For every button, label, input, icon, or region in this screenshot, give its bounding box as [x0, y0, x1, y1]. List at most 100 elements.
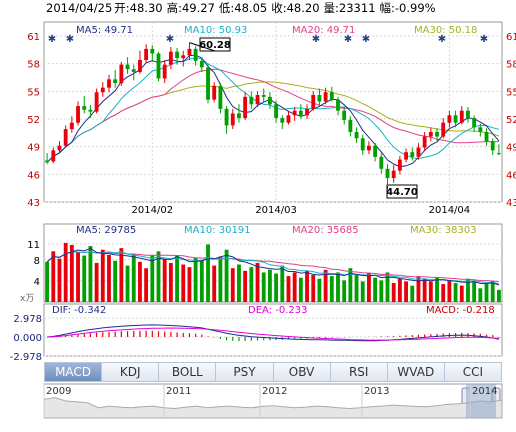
candle-body: [150, 48, 155, 54]
candle-body: [181, 55, 186, 59]
candle-body: [410, 152, 415, 157]
candle-body: [69, 122, 74, 130]
candle-body: [57, 145, 62, 151]
candle-body: [249, 96, 254, 105]
volume-bar: [286, 276, 291, 302]
candle-body: [379, 156, 384, 169]
navigator-year-label: 2014: [472, 386, 497, 397]
macd-legend-dif: DIF: -0.342: [52, 305, 106, 316]
price-y-tick-label-right: 43: [506, 198, 516, 209]
star-marker: ✱: [438, 34, 446, 45]
tab-rsi[interactable]: RSI: [330, 362, 388, 382]
low-annotation-pointer: [386, 186, 388, 192]
volume-bar: [230, 268, 235, 302]
macd-y-tick-label: 2.978: [13, 314, 42, 325]
indicator-tabs: MACD KDJ BOLL PSY OBV RSI WVAD CCI: [44, 362, 502, 382]
candle-body: [267, 96, 272, 105]
volume-bar: [69, 244, 74, 302]
quote-header: 2014/04/25 开:48.30 高:49.27 低:48.05 收:48.20 量:…: [46, 1, 436, 15]
tab-kdj[interactable]: KDJ: [102, 362, 160, 382]
candle-body: [336, 99, 340, 111]
price-y-tick-label-right: 58: [506, 60, 516, 71]
high-annotation-label: 60.28: [199, 40, 231, 51]
star-marker: ✱: [344, 34, 352, 45]
star-marker: ✱: [362, 34, 370, 45]
candle-body: [193, 48, 198, 61]
price-y-tick-label-left: 46: [27, 170, 40, 181]
volume-bar: [113, 260, 118, 302]
tab-boll[interactable]: BOLL: [159, 362, 217, 382]
candle-body: [131, 69, 136, 72]
candle-body: [212, 85, 217, 100]
star-marker: ✱: [312, 34, 320, 45]
candle-body: [428, 131, 433, 137]
price-y-tick-label-right: 49: [506, 143, 516, 154]
volume-bar: [218, 256, 223, 302]
candle-body: [317, 95, 322, 102]
candle-body: [206, 67, 210, 100]
open-value: 48.30: [130, 1, 163, 15]
candle-body: [224, 108, 229, 126]
price-y-tick-label-right: 55: [506, 87, 516, 98]
candle-body: [261, 95, 266, 97]
candle-body: [348, 119, 353, 132]
candle-body: [298, 110, 303, 116]
volume-bar: [193, 257, 198, 302]
volume-bar: [435, 277, 439, 302]
volume-bar: [199, 260, 204, 302]
star-marker: ✱: [480, 34, 488, 45]
volume-bar: [261, 272, 266, 302]
volume-bar: [404, 281, 408, 302]
candle-body: [175, 51, 179, 59]
candle-body: [453, 115, 458, 123]
tab-obv[interactable]: OBV: [273, 362, 331, 382]
navigator-year-label: 2012: [262, 386, 287, 397]
volume-bar: [466, 278, 470, 302]
volume-bar: [336, 272, 340, 302]
volume-legend-ma20: MA20: 35685: [292, 225, 359, 236]
price-y-tick-label-left: 58: [27, 60, 40, 71]
volume-bar: [150, 255, 155, 302]
candle-body: [218, 85, 223, 109]
tab-macd[interactable]: MACD: [44, 362, 103, 382]
candle-body: [237, 113, 241, 119]
tab-cci[interactable]: CCI: [444, 362, 502, 382]
volume-bar: [317, 278, 322, 302]
volume-bar: [88, 246, 93, 302]
volume-bar: [45, 261, 50, 302]
volume-bar: [484, 284, 489, 302]
tab-wvad[interactable]: WVAD: [387, 362, 445, 382]
candle-body: [280, 118, 285, 123]
volume-bar: [267, 269, 272, 302]
candle-body: [100, 87, 105, 93]
volume-bar: [428, 281, 433, 302]
price-y-tick-label-left: 55: [27, 87, 40, 98]
price-legend-ma5: MA5: 49.71: [76, 25, 133, 36]
volume-bar: [94, 262, 99, 302]
candle-body: [435, 131, 439, 137]
volume-bar: [422, 278, 427, 302]
high-value: 49.27: [182, 1, 215, 15]
volume-bar: [367, 273, 371, 302]
volume-bar: [280, 265, 285, 302]
volume-bar: [206, 244, 210, 302]
volume-bar: [472, 281, 477, 302]
price-y-tick-label-left: 49: [27, 143, 40, 154]
candle-body: [144, 48, 149, 60]
candle-body: [76, 106, 80, 123]
candle-body: [45, 160, 50, 163]
candle-body: [187, 48, 192, 56]
candle-body: [125, 64, 130, 70]
volume-bar: [162, 259, 167, 302]
volume-bar: [348, 268, 353, 302]
volume-bar: [212, 265, 217, 302]
volume-bar: [360, 281, 365, 302]
low-label: 低:: [219, 1, 234, 15]
macd-legend-dea: DEA: -0.233: [248, 305, 307, 316]
tab-psy[interactable]: PSY: [216, 362, 274, 382]
volume-bar: [490, 281, 495, 302]
low-annotation: 44.70: [386, 184, 418, 199]
candle-body: [82, 106, 87, 110]
price-y-tick-label-left: 52: [27, 115, 40, 126]
